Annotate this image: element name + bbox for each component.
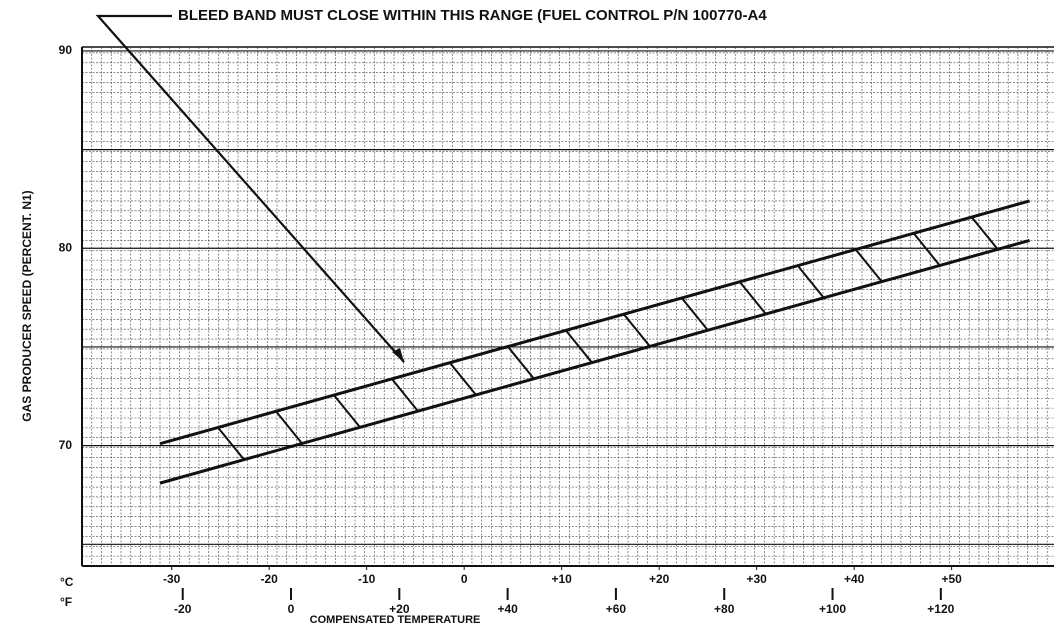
band-hatch [796,265,825,299]
x2-tick-label: 0 [288,602,295,616]
x-tick-label: -10 [358,572,376,586]
band-hatch [565,329,593,364]
x2-tick-label: +120 [927,602,954,616]
x2-tick-label: +40 [497,602,518,616]
x-tick-label: +20 [649,572,670,586]
x-tick-label: +10 [551,572,572,586]
annotation: BLEED BAND MUST CLOSE WITHIN THIS RANGE … [178,7,767,24]
band-hatch [680,297,709,331]
x2-tick-label: +100 [819,602,846,616]
band-hatch [738,281,767,315]
y-tick-label: 70 [59,438,73,452]
y-axis-label: GAS PRODUCER SPEED (PERCENT. N1) [20,190,34,421]
band-hatch [854,248,883,283]
x-tick-label: +30 [746,572,767,586]
x-axis-label: COMPENSATED TEMPERATURE [310,614,481,626]
x-unit: °C [60,575,74,589]
grid [81,47,1054,567]
y-tick-label: 90 [59,43,73,57]
x-tick-label: +50 [941,572,962,586]
band-hatch [912,232,941,267]
band-hatch [623,313,651,348]
band-hatch [275,410,303,445]
x2-tick-label: -20 [174,602,192,616]
x-tick-label: -20 [261,572,279,586]
arrow-head [392,348,404,362]
band-hatch [217,426,245,461]
x2-unit: °F [60,595,72,609]
x-tick-label: +40 [844,572,865,586]
band-line [159,238,1031,485]
annotation-arrow [95,14,405,363]
x-tick-label: 0 [461,572,468,586]
x2-tick-label: +80 [714,602,735,616]
band-hatch [333,394,361,428]
y-tick-label: 80 [59,240,73,254]
band-hatch [391,378,419,412]
x2-tick-label: +20 [389,602,410,616]
band-hatch [449,362,477,396]
band-line [159,199,1031,446]
x-tick-label: -30 [163,572,181,586]
x2-tick-label: +60 [606,602,627,616]
band-hatch [970,216,999,250]
band-hatch [507,345,535,380]
